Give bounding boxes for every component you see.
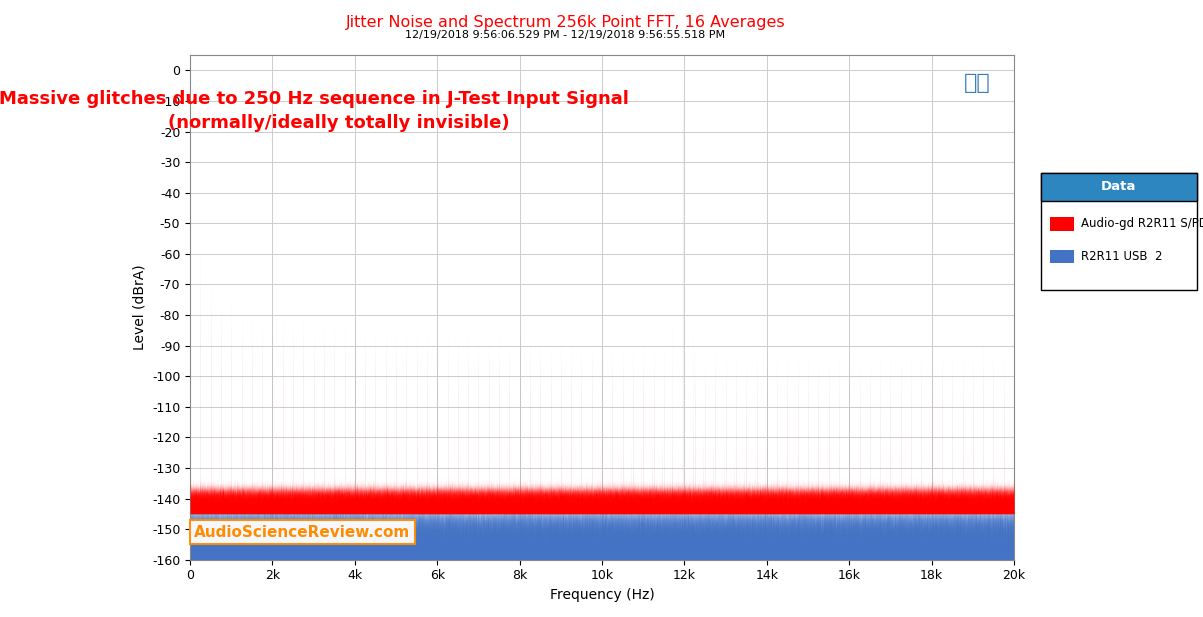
- Text: Massive glitches due to 250 Hz sequence in J-Test Input Signal
        (normally: Massive glitches due to 250 Hz sequence …: [0, 91, 629, 132]
- Text: R2R11 USB  2: R2R11 USB 2: [1081, 249, 1163, 263]
- Text: Data: Data: [1101, 180, 1137, 193]
- Text: Jitter Noise and Spectrum 256k Point FFT, 16 Averages: Jitter Noise and Spectrum 256k Point FFT…: [345, 15, 786, 30]
- Text: 12/19/2018 9:56:06.529 PM - 12/19/2018 9:56:55.518 PM: 12/19/2018 9:56:06.529 PM - 12/19/2018 9…: [405, 30, 725, 39]
- Text: AudioScienceReview.com: AudioScienceReview.com: [194, 524, 410, 539]
- Text: ⒶⓅ: ⒶⓅ: [964, 73, 990, 93]
- Y-axis label: Level (dBrA): Level (dBrA): [132, 265, 147, 350]
- X-axis label: Frequency (Hz): Frequency (Hz): [550, 588, 654, 602]
- Text: Audio-gd R2R11 S/PDIF: Audio-gd R2R11 S/PDIF: [1081, 217, 1203, 230]
